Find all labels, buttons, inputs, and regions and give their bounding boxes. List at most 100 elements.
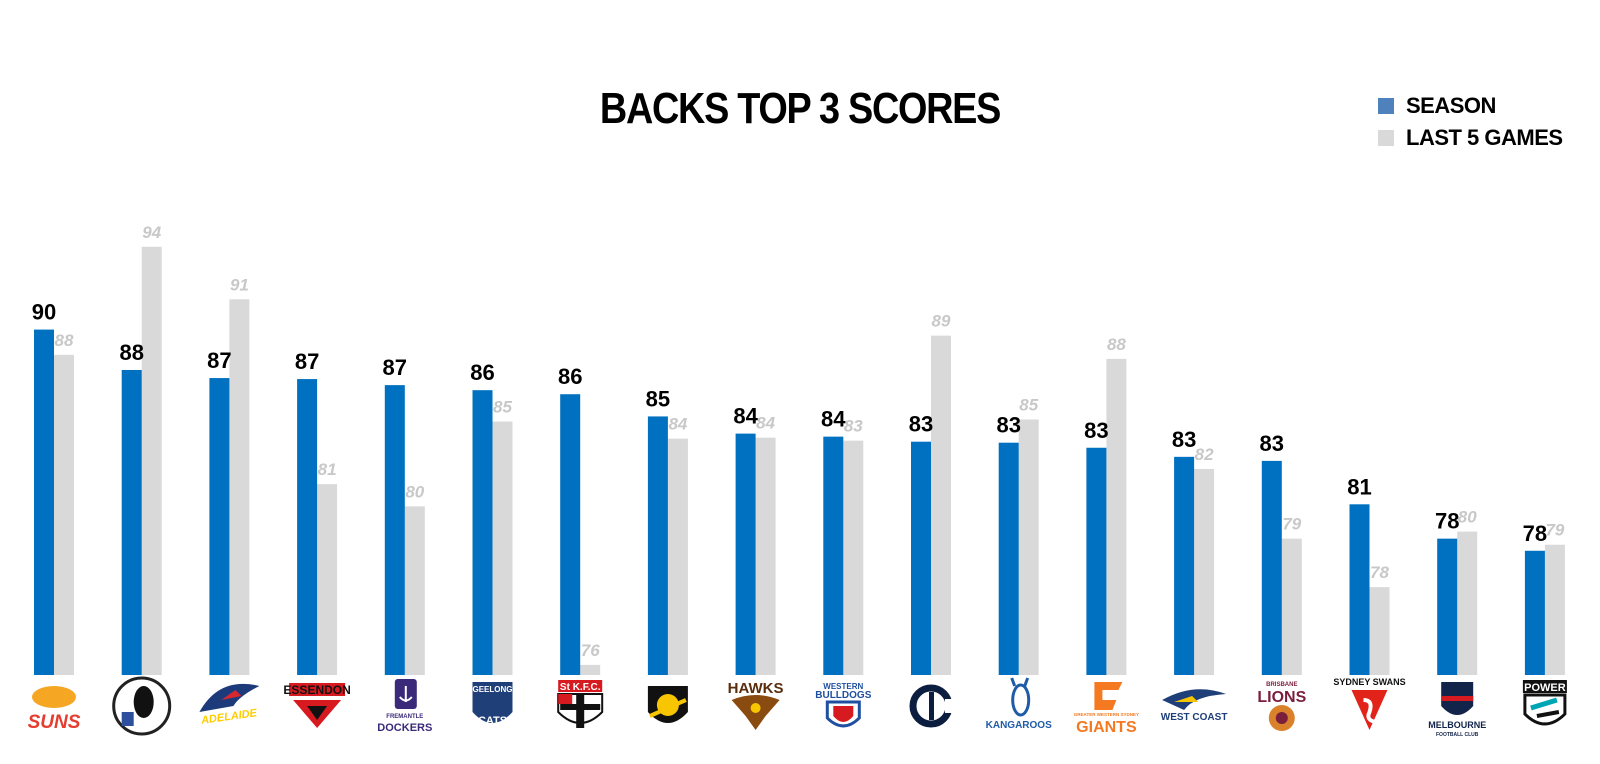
- suns-logo: SUNS: [28, 686, 81, 733]
- bar-last5: [1369, 587, 1390, 675]
- bar-season: [1174, 456, 1195, 675]
- data-label-last5: 76: [581, 641, 600, 660]
- bar-last5: [667, 438, 688, 675]
- bar-season: [1261, 460, 1282, 675]
- bar-season: [121, 369, 142, 675]
- data-label-season: 86: [470, 360, 494, 385]
- bar-last5: [1018, 419, 1039, 675]
- bar-season: [209, 378, 230, 675]
- svg-text:FREMANTLE: FREMANTLE: [386, 714, 423, 720]
- data-label-season: 83: [996, 413, 1020, 438]
- bar-season: [911, 441, 931, 675]
- data-label-season: 83: [1084, 418, 1108, 443]
- data-label-last5: 84: [756, 414, 775, 433]
- svg-text:GREATER WESTERN SYDNEY: GREATER WESTERN SYDNEY: [1074, 712, 1139, 717]
- svg-text:GEELONG: GEELONG: [472, 685, 512, 694]
- data-label-last5: 84: [668, 415, 687, 434]
- data-label-last5: 88: [55, 331, 74, 350]
- legend-label-season: SEASON: [1406, 93, 1496, 118]
- bar-season: [1524, 550, 1545, 675]
- svg-text:LIONS: LIONS: [1257, 689, 1306, 706]
- bar-last5: [1194, 468, 1215, 675]
- bar-season: [647, 416, 668, 675]
- svg-text:CATS: CATS: [478, 715, 507, 727]
- bar-last5: [1106, 358, 1127, 675]
- svg-text:WESTERN: WESTERN: [823, 682, 863, 691]
- bar-last5: [317, 484, 338, 675]
- bombers-logo: ESSENDON: [283, 683, 351, 728]
- demons-logo: MELBOURNE FOOTBALL CLUB: [1428, 682, 1486, 738]
- eagles-logo: WEST COAST: [1161, 689, 1228, 723]
- data-label-last5: 85: [493, 397, 512, 416]
- data-label-last5: 79: [1282, 515, 1301, 534]
- crows-logo: ADELAIDE: [199, 683, 260, 727]
- data-label-season: 84: [821, 407, 846, 432]
- bar-season: [998, 442, 1019, 675]
- svg-text:MELBOURNE: MELBOURNE: [1428, 720, 1486, 730]
- data-label-last5: 79: [1545, 521, 1564, 540]
- data-label-last5: 82: [1195, 445, 1214, 464]
- data-label-season: 88: [119, 340, 143, 365]
- bar-last5: [141, 246, 162, 675]
- swans-logo: SYDNEY SWANS: [1333, 677, 1406, 730]
- svg-text:SYDNEY SWANS: SYDNEY SWANS: [1333, 677, 1405, 687]
- bar-last5: [54, 354, 74, 675]
- magpies-logo: [112, 676, 172, 736]
- data-label-last5: 85: [1019, 395, 1038, 414]
- bar-last5: [404, 506, 425, 675]
- svg-text:WEST COAST: WEST COAST: [1161, 712, 1228, 723]
- svg-text:FOOTBALL CLUB: FOOTBALL CLUB: [1436, 732, 1479, 738]
- data-label-last5: 89: [932, 312, 951, 331]
- svg-text:POWER: POWER: [1524, 682, 1566, 694]
- cats-logo: GEELONG CATS: [472, 682, 513, 727]
- kangaroos-logo: KANGAROOS: [986, 677, 1052, 731]
- bar-last5: [229, 299, 250, 675]
- svg-text:KANGAROOS: KANGAROOS: [986, 720, 1052, 731]
- bar-season: [384, 385, 405, 675]
- blues-logo: [909, 684, 955, 728]
- bar-season: [34, 329, 54, 675]
- data-label-season: 86: [558, 364, 582, 389]
- data-label-last5: 80: [405, 482, 424, 501]
- data-label-season: 83: [1172, 427, 1196, 452]
- bar-season: [560, 394, 581, 675]
- data-label-season: 87: [295, 349, 319, 374]
- bar-season: [297, 379, 318, 675]
- svg-text:DOCKERS: DOCKERS: [377, 722, 432, 734]
- svg-text:BRISBANE: BRISBANE: [1266, 682, 1297, 688]
- bar-last5: [931, 335, 951, 675]
- tigers-logo: [647, 686, 688, 723]
- data-label-last5: 81: [318, 460, 337, 479]
- svg-text:SUNS: SUNS: [28, 712, 81, 733]
- data-label-season: 81: [1347, 474, 1371, 499]
- bar-season: [823, 436, 844, 675]
- data-label-season: 84: [733, 404, 758, 429]
- bar-last5: [492, 421, 513, 675]
- data-label-season: 87: [207, 348, 231, 373]
- data-label-season: 85: [646, 386, 670, 411]
- saints-logo: St K.F.C.: [557, 680, 604, 728]
- legend-item-season: SEASON: [1378, 90, 1563, 122]
- data-label-last5: 80: [1458, 508, 1477, 527]
- bar-season: [1086, 447, 1107, 675]
- hawks-logo: HAWKS: [728, 680, 784, 730]
- legend-swatch-season: [1378, 98, 1394, 114]
- legend: SEASON LAST 5 GAMES: [1378, 90, 1563, 154]
- data-label-last5: 88: [1107, 335, 1126, 354]
- legend-swatch-last5: [1378, 130, 1394, 146]
- data-label-season: 90: [32, 300, 56, 325]
- data-label-last5: 78: [1370, 563, 1389, 582]
- dockers-logo: FREMANTLE DOCKERS: [377, 679, 432, 734]
- bar-season: [1349, 504, 1370, 675]
- data-label-last5: 94: [142, 223, 161, 242]
- data-label-season: 78: [1523, 521, 1547, 546]
- data-label-season: 83: [909, 412, 933, 437]
- power-logo: POWER: [1522, 680, 1567, 726]
- data-label-season: 87: [383, 355, 407, 380]
- bar-last5: [843, 440, 864, 675]
- bar-last5: [580, 664, 601, 675]
- bar-last5: [755, 437, 776, 675]
